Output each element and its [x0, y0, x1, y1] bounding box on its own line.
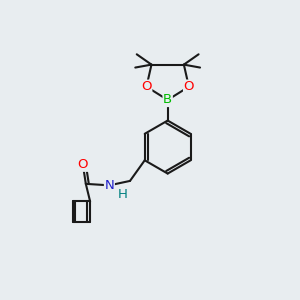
Text: N: N [104, 179, 114, 192]
Text: O: O [141, 80, 152, 93]
Text: O: O [184, 80, 194, 93]
Text: H: H [118, 188, 128, 201]
Text: O: O [78, 158, 88, 171]
Text: B: B [163, 93, 172, 106]
